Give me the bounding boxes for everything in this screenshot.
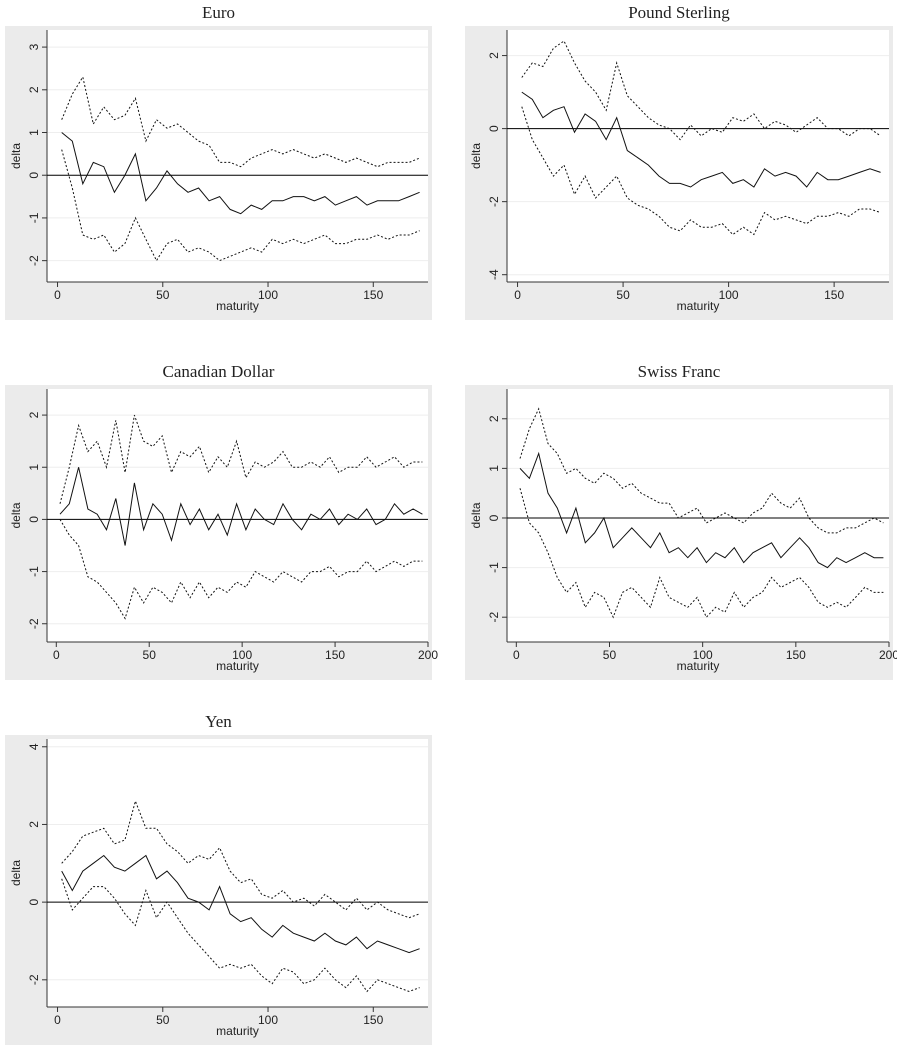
- x-tick-label: 50: [156, 1013, 170, 1027]
- series-line: [61, 149, 420, 262]
- series-line: [59, 467, 423, 546]
- y-tick-label: -4: [487, 269, 501, 280]
- x-axis-title: maturity: [677, 659, 720, 673]
- y-tick-label: 2: [27, 411, 41, 418]
- x-tick-label: 150: [824, 288, 844, 302]
- series-line: [61, 132, 420, 215]
- x-tick-label: 200: [418, 648, 438, 662]
- y-axis-title: delta: [9, 860, 23, 886]
- plot-area: [47, 30, 428, 282]
- chart-title: Canadian Dollar: [163, 362, 275, 381]
- y-axis-title: delta: [469, 502, 483, 528]
- x-axis-title: maturity: [216, 299, 259, 313]
- y-tick-label: 1: [27, 129, 41, 136]
- x-tick-label: 0: [53, 648, 60, 662]
- series-line: [61, 878, 420, 993]
- y-tick-label: 0: [487, 514, 501, 521]
- x-axis-title: maturity: [216, 1024, 259, 1038]
- y-tick-label: -2: [27, 255, 41, 266]
- y-tick-label: -2: [487, 612, 501, 623]
- y-tick-label: 3: [27, 43, 41, 50]
- x-tick-label: 200: [879, 648, 897, 662]
- x-tick-label: 0: [54, 1013, 61, 1027]
- y-tick-label: -2: [27, 974, 41, 985]
- panel: Canadian Dollar -2 -1 0 1 2 0 50 100 150 200 maturi…: [5, 362, 438, 680]
- plot-area: [507, 30, 889, 282]
- y-tick-label: 0: [487, 125, 501, 132]
- x-tick-label: 100: [232, 648, 252, 662]
- x-tick-label: 100: [693, 648, 713, 662]
- y-tick-label: -1: [27, 566, 41, 577]
- x-axis-title: maturity: [677, 299, 720, 313]
- series-line: [59, 519, 423, 620]
- y-tick-label: 1: [487, 465, 501, 472]
- y-tick-label: 0: [27, 172, 41, 179]
- y-tick-label: 2: [27, 86, 41, 93]
- chart-title: Yen: [205, 712, 232, 731]
- y-tick-label: 4: [27, 743, 41, 750]
- x-axis-title: maturity: [216, 659, 259, 673]
- chart-title: Pound Sterling: [628, 3, 730, 22]
- x-tick-label: 150: [363, 288, 383, 302]
- series-line: [61, 799, 420, 919]
- x-tick-label: 100: [258, 1013, 278, 1027]
- series-line: [521, 106, 881, 236]
- x-tick-label: 150: [325, 648, 345, 662]
- y-tick-label: -1: [27, 212, 41, 223]
- x-tick-label: 150: [363, 1013, 383, 1027]
- x-tick-label: 100: [258, 288, 278, 302]
- x-tick-label: 50: [156, 288, 170, 302]
- x-tick-label: 0: [54, 288, 61, 302]
- panel: Pound Sterling -4 -2 0 2 0 50 100 150 maturity del…: [465, 3, 893, 320]
- x-tick-label: 50: [616, 288, 630, 302]
- series-line: [519, 451, 884, 569]
- y-tick-label: 2: [27, 821, 41, 828]
- panel: Yen -2 0 2 4 0 50 100 150 maturity delta: [5, 712, 432, 1045]
- series-line: [61, 854, 420, 954]
- series-line: [59, 414, 423, 504]
- y-tick-label: 1: [27, 464, 41, 471]
- y-tick-label: -1: [487, 562, 501, 573]
- y-tick-label: 0: [27, 898, 41, 905]
- x-tick-label: 100: [719, 288, 739, 302]
- x-tick-label: 0: [514, 288, 521, 302]
- y-tick-label: 2: [487, 415, 501, 422]
- chart-title: Euro: [202, 3, 235, 22]
- y-tick-label: -2: [487, 196, 501, 207]
- x-tick-label: 50: [143, 648, 157, 662]
- y-tick-label: 2: [487, 52, 501, 59]
- y-axis-title: delta: [469, 143, 483, 169]
- y-tick-label: 0: [27, 516, 41, 523]
- y-axis-title: delta: [9, 502, 23, 528]
- panel: Swiss Franc -2 -1 0 1 2 0 50 100 150 200 maturity de…: [465, 362, 897, 680]
- chart-title: Swiss Franc: [638, 362, 721, 381]
- series-line: [521, 40, 881, 141]
- y-axis-title: delta: [9, 143, 23, 169]
- plot-area: [507, 389, 889, 642]
- series-line: [61, 75, 420, 168]
- x-tick-label: 150: [786, 648, 806, 662]
- panel: Euro -2 -1 0 1 2 3 0 50 100 150 maturity delta: [5, 3, 432, 320]
- x-tick-label: 0: [513, 648, 520, 662]
- plot-area: [47, 739, 428, 1007]
- series-line: [521, 91, 881, 188]
- series-line: [519, 488, 884, 619]
- x-tick-label: 50: [603, 648, 617, 662]
- y-tick-label: -2: [27, 618, 41, 629]
